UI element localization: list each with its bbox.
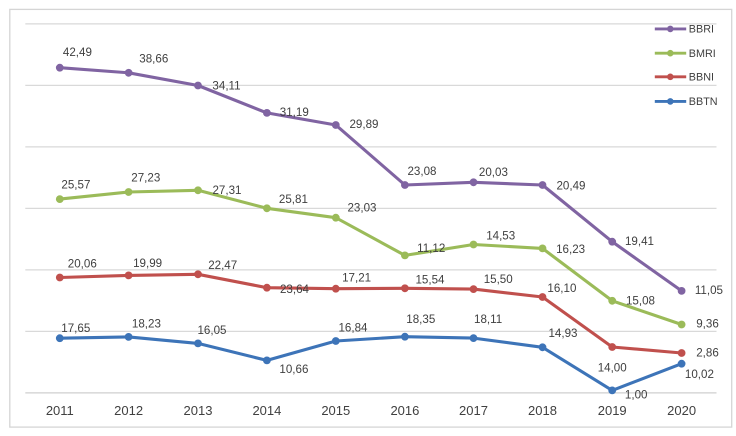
svg-text:14,00: 14,00 <box>598 362 627 375</box>
svg-text:15,50: 15,50 <box>484 273 513 286</box>
svg-text:17,21: 17,21 <box>342 272 371 285</box>
svg-text:16,23: 16,23 <box>556 243 585 256</box>
svg-text:10,02: 10,02 <box>685 368 714 381</box>
svg-text:23,64: 23,64 <box>280 283 310 296</box>
svg-text:2013: 2013 <box>184 403 213 418</box>
svg-text:BBNI: BBNI <box>689 72 714 84</box>
svg-text:2017: 2017 <box>459 403 488 418</box>
svg-text:20,03: 20,03 <box>479 166 508 179</box>
svg-text:23,08: 23,08 <box>407 165 436 178</box>
svg-text:23,03: 23,03 <box>347 202 376 215</box>
svg-text:2011: 2011 <box>46 403 74 418</box>
svg-text:11,12: 11,12 <box>417 242 445 255</box>
svg-text:10,66: 10,66 <box>279 363 308 376</box>
svg-text:18,23: 18,23 <box>132 318 161 331</box>
svg-text:14,93: 14,93 <box>548 327 577 340</box>
svg-text:19,41: 19,41 <box>625 235 654 248</box>
svg-text:1,00: 1,00 <box>625 388 648 401</box>
svg-text:BBRI: BBRI <box>689 24 714 36</box>
svg-text:16,84: 16,84 <box>338 322 368 335</box>
svg-text:31,19: 31,19 <box>280 106 309 119</box>
svg-text:BMRI: BMRI <box>689 48 716 60</box>
svg-text:11,05: 11,05 <box>695 284 723 297</box>
svg-text:15,54: 15,54 <box>415 273 445 286</box>
svg-text:2019: 2019 <box>598 403 627 418</box>
svg-text:9,36: 9,36 <box>696 318 719 331</box>
svg-text:2018: 2018 <box>528 403 557 418</box>
svg-text:42,49: 42,49 <box>63 46 92 59</box>
svg-text:34,11: 34,11 <box>212 80 240 93</box>
svg-text:2014: 2014 <box>252 403 281 418</box>
svg-text:2015: 2015 <box>321 403 350 418</box>
svg-text:20,06: 20,06 <box>68 258 97 271</box>
svg-text:25,81: 25,81 <box>279 193 308 206</box>
svg-text:14,53: 14,53 <box>486 230 515 243</box>
svg-text:20,49: 20,49 <box>556 180 585 193</box>
svg-text:2,86: 2,86 <box>696 346 719 359</box>
svg-text:38,66: 38,66 <box>139 53 168 66</box>
svg-text:16,05: 16,05 <box>197 324 226 337</box>
svg-text:15,08: 15,08 <box>626 295 655 308</box>
svg-text:27,23: 27,23 <box>131 172 160 185</box>
svg-text:22,47: 22,47 <box>208 259 237 272</box>
svg-text:18,11: 18,11 <box>474 313 502 326</box>
svg-text:25,57: 25,57 <box>61 179 90 192</box>
svg-text:18,35: 18,35 <box>406 313 435 326</box>
svg-text:19,99: 19,99 <box>133 257 162 270</box>
svg-text:29,89: 29,89 <box>349 118 378 131</box>
svg-text:16,10: 16,10 <box>547 282 576 295</box>
svg-text:27,31: 27,31 <box>212 184 241 197</box>
svg-text:2020: 2020 <box>667 403 696 418</box>
svg-text:2012: 2012 <box>114 403 143 418</box>
svg-text:BBTN: BBTN <box>689 96 718 108</box>
svg-text:2016: 2016 <box>390 403 419 418</box>
svg-text:17,65: 17,65 <box>61 322 90 335</box>
